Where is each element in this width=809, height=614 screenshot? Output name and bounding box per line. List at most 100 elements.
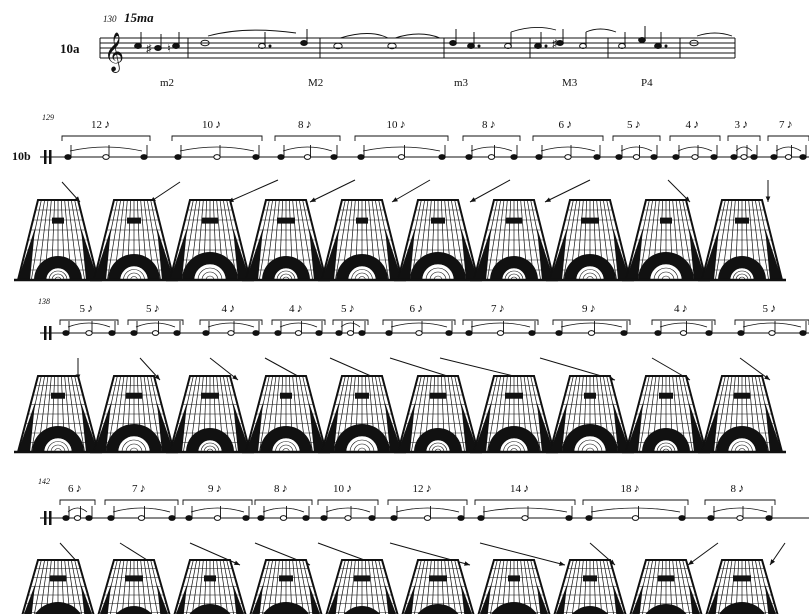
texture-shape xyxy=(318,375,406,454)
interval-label: M3 xyxy=(562,77,578,89)
example-10a-label: 10a xyxy=(60,41,80,56)
note-head xyxy=(85,330,93,336)
group-count: 14 xyxy=(510,483,522,495)
system-label: 10b xyxy=(12,149,31,163)
texture-shape xyxy=(546,375,634,454)
note-head xyxy=(390,515,398,521)
texture-shape xyxy=(470,199,558,282)
tuplet-bracket xyxy=(254,499,313,505)
tie xyxy=(560,322,623,328)
texture-shape xyxy=(622,199,710,282)
tie xyxy=(735,146,753,152)
tuplet-bracket xyxy=(59,319,119,325)
tuplet-bracket xyxy=(274,135,341,141)
tie xyxy=(677,146,713,152)
tuplet-bracket xyxy=(462,319,539,325)
note-head xyxy=(277,154,285,160)
interval-label: M2 xyxy=(308,77,323,89)
group-count: 7 xyxy=(779,119,785,131)
note-head xyxy=(587,330,596,336)
note-head xyxy=(438,154,446,160)
texture-shape xyxy=(318,199,406,282)
note-head xyxy=(279,515,288,521)
tuplet-bracket xyxy=(669,135,721,141)
group-count: 8 xyxy=(274,483,280,495)
tie xyxy=(340,322,361,328)
group-count: 6 xyxy=(68,483,74,495)
barline xyxy=(44,511,47,525)
tie xyxy=(362,146,441,152)
tuplet-bracket xyxy=(59,499,96,505)
texture-shape xyxy=(166,375,254,454)
texture-shape xyxy=(629,559,703,614)
tie xyxy=(470,146,513,152)
note-head xyxy=(770,154,778,160)
note-head xyxy=(510,154,518,160)
note-head xyxy=(678,515,686,521)
tuplet-bracket xyxy=(552,319,631,325)
group-count: 5 xyxy=(763,303,769,315)
note-head xyxy=(457,515,465,521)
note-head xyxy=(496,330,505,336)
note-head xyxy=(335,330,343,336)
note-head xyxy=(73,515,82,521)
texture-shape xyxy=(401,559,475,614)
texture-shape xyxy=(470,375,558,454)
barline xyxy=(49,326,52,340)
group-count: 9 xyxy=(208,483,214,495)
group-count: 7 xyxy=(132,483,138,495)
eighth-note-icon: ♪ xyxy=(426,481,432,495)
note-head xyxy=(423,515,432,521)
note-head xyxy=(346,330,355,336)
tuplet-bracket xyxy=(767,135,809,141)
eighth-note-icon: ♪ xyxy=(682,301,688,315)
group-count: 4 xyxy=(674,303,680,315)
note-head xyxy=(750,154,758,160)
eighth-note-icon: ♪ xyxy=(742,117,748,131)
eighth-note-icon: ♪ xyxy=(140,481,146,495)
note-head xyxy=(137,515,146,521)
octave-marking: 15ma xyxy=(124,10,154,25)
texture-shape xyxy=(698,199,786,282)
arrow-icon xyxy=(687,542,719,566)
svg-text:♯: ♯ xyxy=(552,38,558,50)
note-head xyxy=(107,515,115,521)
note-head xyxy=(565,515,573,521)
eighth-note-icon: ♪ xyxy=(87,301,93,315)
texture-shape xyxy=(477,559,551,614)
group-count: 5 xyxy=(341,303,347,315)
note-head xyxy=(168,515,176,521)
interval-label: m2 xyxy=(160,77,174,89)
group-count: 5 xyxy=(146,303,152,315)
tie xyxy=(482,507,568,513)
note-head xyxy=(385,330,393,336)
note-head xyxy=(320,515,328,521)
texture-shape xyxy=(166,199,254,282)
note-head xyxy=(740,154,748,160)
note-head xyxy=(768,330,776,336)
group-count: 4 xyxy=(222,303,228,315)
tuplet-bracket xyxy=(332,319,369,325)
note-head xyxy=(737,330,745,336)
note-head xyxy=(368,515,376,521)
eighth-note-icon: ♪ xyxy=(76,481,82,495)
tuplet-bracket xyxy=(387,499,468,505)
tuplet-bracket xyxy=(727,135,761,141)
arrow-icon xyxy=(765,180,771,202)
note-head xyxy=(242,515,250,521)
example-10a-measure-number: 130 xyxy=(103,14,117,24)
tuplet-bracket xyxy=(104,499,179,505)
note-head xyxy=(315,330,323,336)
tuplet-bracket xyxy=(382,319,456,325)
tuplet-bracket xyxy=(462,135,521,141)
group-count: 8 xyxy=(731,483,737,495)
note-head xyxy=(358,330,366,336)
barline xyxy=(44,326,47,340)
texture-shape xyxy=(698,375,786,454)
tuplet-bracket xyxy=(532,135,604,141)
eighth-note-icon: ♪ xyxy=(566,117,572,131)
note-head xyxy=(765,515,773,521)
